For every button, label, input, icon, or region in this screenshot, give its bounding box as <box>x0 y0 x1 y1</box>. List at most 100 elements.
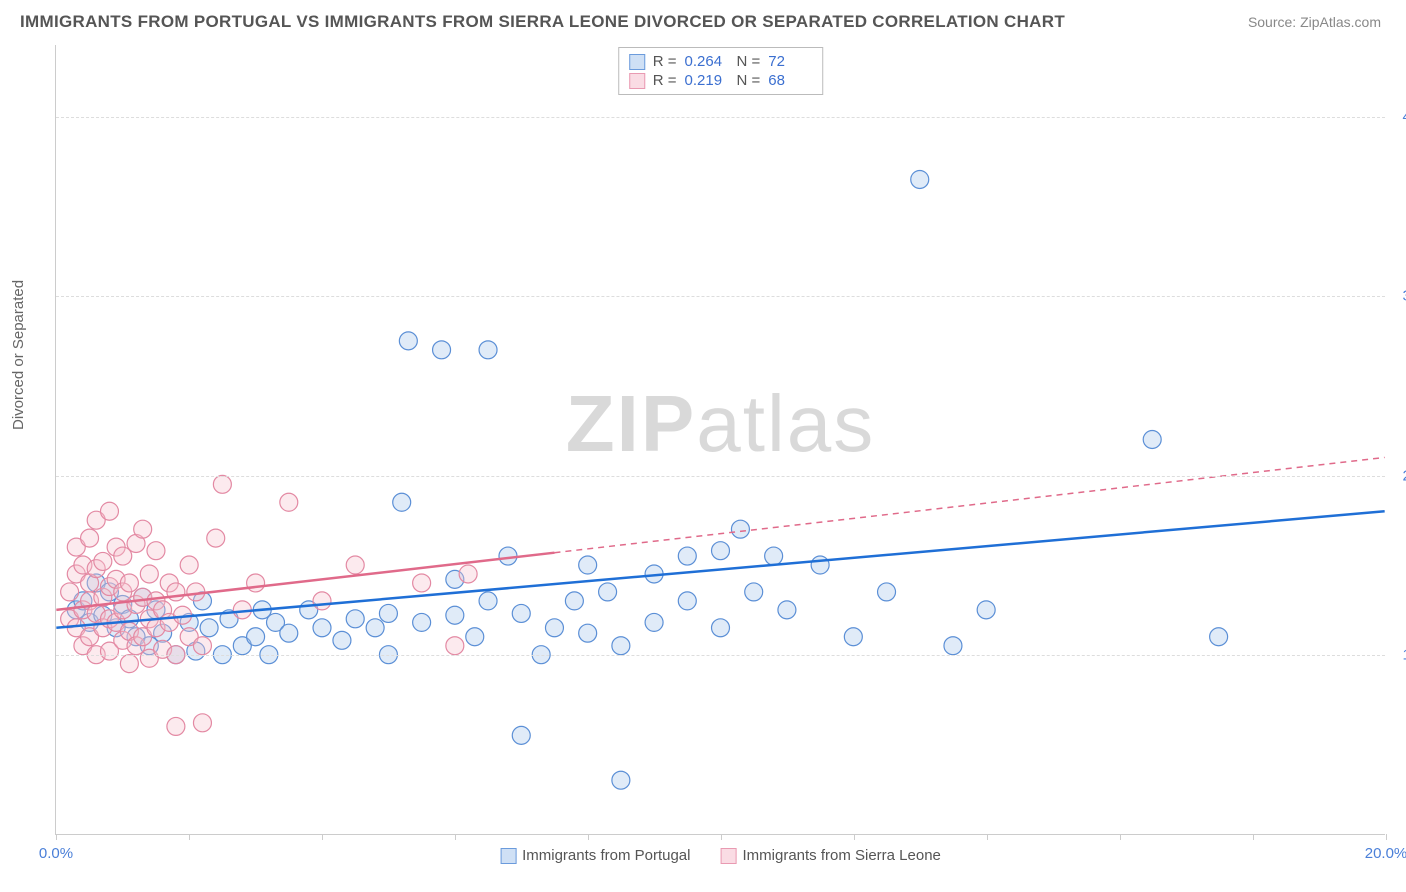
legend-item-portugal: Immigrants from Portugal <box>500 847 690 864</box>
data-point <box>612 771 630 789</box>
data-point <box>811 556 829 574</box>
legend-label-sierra-leone: Immigrants from Sierra Leone <box>742 847 940 864</box>
y-tick-label: 20.0% <box>1390 467 1406 484</box>
data-point <box>645 613 663 631</box>
data-point <box>612 637 630 655</box>
data-point <box>512 726 530 744</box>
data-point <box>479 592 497 610</box>
data-point <box>200 619 218 637</box>
y-tick-label: 40.0% <box>1390 108 1406 125</box>
data-point <box>346 556 364 574</box>
data-point <box>778 601 796 619</box>
data-point <box>399 332 417 350</box>
swatch-portugal-icon <box>500 848 516 864</box>
data-point <box>1210 628 1228 646</box>
data-point <box>313 619 331 637</box>
x-tick <box>588 834 589 840</box>
data-point <box>140 565 158 583</box>
data-point <box>878 583 896 601</box>
data-point <box>94 552 112 570</box>
data-point <box>712 542 730 560</box>
x-tick-label: 0.0% <box>39 845 73 862</box>
data-point <box>911 171 929 189</box>
data-point <box>579 556 597 574</box>
data-point <box>100 502 118 520</box>
y-tick-label: 30.0% <box>1390 288 1406 305</box>
chart-title: IMMIGRANTS FROM PORTUGAL VS IMMIGRANTS F… <box>20 12 1065 32</box>
x-tick <box>1386 834 1387 840</box>
data-point <box>977 601 995 619</box>
data-point <box>280 624 298 642</box>
x-tick <box>455 834 456 840</box>
x-tick <box>987 834 988 840</box>
data-point <box>134 520 152 538</box>
data-point <box>120 655 138 673</box>
data-point <box>213 475 231 493</box>
x-tick <box>189 834 190 840</box>
data-point <box>466 628 484 646</box>
legend-label-portugal: Immigrants from Portugal <box>522 847 690 864</box>
source-label: Source: ZipAtlas.com <box>1248 14 1381 30</box>
data-point <box>479 341 497 359</box>
swatch-sierra-leone-icon <box>720 848 736 864</box>
x-tick-label: 20.0% <box>1365 845 1406 862</box>
data-point <box>247 574 265 592</box>
data-point <box>579 624 597 642</box>
data-point <box>207 529 225 547</box>
data-point <box>545 619 563 637</box>
data-point <box>81 529 99 547</box>
x-tick <box>322 834 323 840</box>
data-point <box>280 493 298 511</box>
data-point <box>333 631 351 649</box>
data-point <box>944 637 962 655</box>
x-tick <box>1253 834 1254 840</box>
gridline <box>56 117 1385 118</box>
x-tick <box>721 834 722 840</box>
gridline <box>56 476 1385 477</box>
data-point <box>731 520 749 538</box>
x-tick <box>1120 834 1121 840</box>
y-tick-label: 10.0% <box>1390 647 1406 664</box>
data-point <box>433 341 451 359</box>
data-point <box>413 613 431 631</box>
data-point <box>599 583 617 601</box>
data-point <box>745 583 763 601</box>
x-tick <box>854 834 855 840</box>
data-point <box>765 547 783 565</box>
data-point <box>167 583 185 601</box>
data-point <box>1143 431 1161 449</box>
data-point <box>167 717 185 735</box>
data-point <box>379 604 397 622</box>
data-point <box>120 574 138 592</box>
data-point <box>678 547 696 565</box>
data-point <box>678 592 696 610</box>
data-point <box>712 619 730 637</box>
data-point <box>512 604 530 622</box>
data-point <box>193 637 211 655</box>
trend-line <box>56 511 1384 628</box>
data-point <box>366 619 384 637</box>
trend-line-extrapolated <box>554 457 1384 552</box>
data-point <box>147 542 165 560</box>
scatter-svg <box>56 45 1385 834</box>
data-point <box>313 592 331 610</box>
data-point <box>413 574 431 592</box>
data-point <box>346 610 364 628</box>
data-point <box>61 583 79 601</box>
data-point <box>844 628 862 646</box>
data-point <box>446 606 464 624</box>
x-tick <box>56 834 57 840</box>
legend-series: Immigrants from Portugal Immigrants from… <box>500 847 941 864</box>
legend-item-sierra-leone: Immigrants from Sierra Leone <box>720 847 940 864</box>
data-point <box>247 628 265 646</box>
data-point <box>193 714 211 732</box>
gridline <box>56 655 1385 656</box>
data-point <box>446 637 464 655</box>
data-point <box>565 592 583 610</box>
y-axis-label: Divorced or Separated <box>10 280 27 430</box>
data-point <box>393 493 411 511</box>
data-point <box>180 556 198 574</box>
data-point <box>459 565 477 583</box>
chart-plot-area: ZIPatlas R = 0.264 N = 72 R = 0.219 N = … <box>55 45 1385 835</box>
gridline <box>56 296 1385 297</box>
